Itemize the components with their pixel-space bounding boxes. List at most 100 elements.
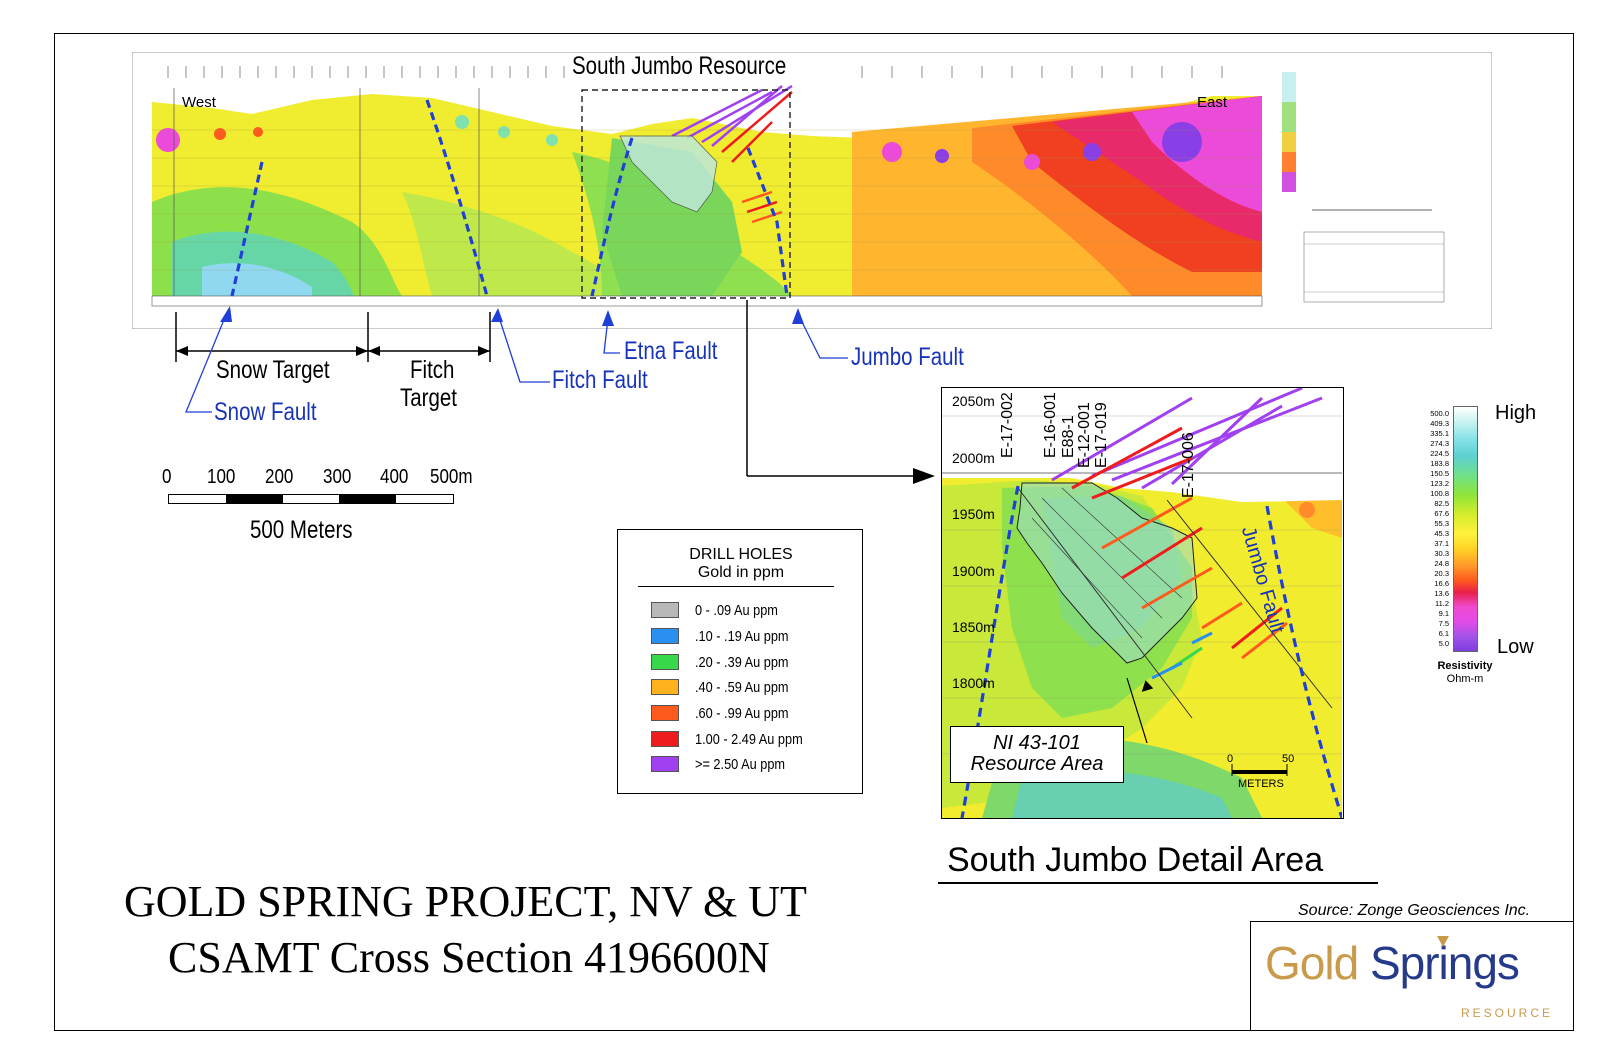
resistivity-value: 500.0 <box>1430 409 1449 418</box>
map-frame <box>54 33 1574 1031</box>
resistivity-value: 82.5 <box>1434 499 1449 508</box>
legend-swatch <box>651 654 679 670</box>
logo-tagline: RESOURCE <box>1461 1006 1554 1020</box>
resistivity-value: 16.6 <box>1434 579 1449 588</box>
elevation-label: 1950m <box>952 506 995 522</box>
resistivity-value: 24.8 <box>1434 559 1449 568</box>
detail-scale-unit: METERS <box>1238 778 1284 790</box>
legend-swatch <box>651 679 679 695</box>
resistivity-value: 55.3 <box>1434 519 1449 528</box>
elevation-label: 2000m <box>952 450 995 466</box>
legend-label: .60 - .99 Au ppm <box>695 704 789 722</box>
east-label: East <box>1197 94 1228 111</box>
resistivity-value: 20.3 <box>1434 569 1449 578</box>
south-jumbo-resource-title: South Jumbo Resource <box>572 52 787 80</box>
resistivity-value: 37.1 <box>1434 539 1449 548</box>
logo-accent-icon <box>1437 936 1449 947</box>
gold-springs-logo: Gold Springs <box>1265 936 1520 990</box>
scale-tick: 100 <box>207 466 236 488</box>
legend-title-line1: DRILL HOLES <box>689 546 793 563</box>
legend-divider <box>638 586 834 587</box>
resistivity-value: 9.1 <box>1438 609 1449 618</box>
legend-item: 0 - .09 Au ppm <box>651 600 793 620</box>
resistivity-value: 123.2 <box>1430 479 1449 488</box>
cross-section-plot <box>131 51 1493 330</box>
resource-area-label: NI 43-101 Resource Area <box>950 726 1124 783</box>
snow-target-label: Snow Target <box>216 356 330 384</box>
fitch-target-label-line1: Fitch <box>410 356 455 384</box>
jumbo-fault-label: Jumbo Fault <box>851 343 964 371</box>
logo-box: Gold Springs RESOURCE <box>1250 921 1574 1031</box>
drill-hole-label: E-16-001 <box>1042 392 1059 458</box>
fitch-target-label-line2: Target <box>400 384 457 412</box>
resource-area-line2: Resource Area <box>970 753 1104 775</box>
resistivity-value: 150.5 <box>1430 469 1449 478</box>
legend-label: 1.00 - 2.49 Au ppm <box>695 730 803 748</box>
drill-hole-label: E-17-002 <box>999 392 1016 458</box>
top-cross-section: South Jumbo Resource West East <box>131 51 1493 330</box>
detail-scale-tick: 0 <box>1227 753 1234 765</box>
resistivity-value: 11.2 <box>1434 599 1449 608</box>
legend-item: .10 - .19 Au ppm <box>651 626 805 646</box>
drill-hole-label: E-12-001 <box>1076 402 1093 468</box>
resistivity-value: 183.8 <box>1430 459 1449 468</box>
legend-swatch <box>651 705 679 721</box>
resistivity-color-scale <box>1453 406 1478 652</box>
scale-caption: 500 Meters <box>250 516 353 544</box>
legend-swatch <box>651 628 679 644</box>
resistivity-value: 224.5 <box>1430 449 1449 458</box>
elevation-label: 1900m <box>952 563 995 579</box>
legend-swatch <box>651 731 679 747</box>
detail-panel: 2050m 2000m 1950m 1900m 1850m 1800m E-17… <box>941 387 1344 819</box>
resistivity-value: 6.1 <box>1438 629 1449 638</box>
legend-item: .60 - .99 Au ppm <box>651 703 805 723</box>
etna-fault-label: Etna Fault <box>624 337 718 365</box>
legend-swatch <box>651 602 679 618</box>
scale-tick: 400 <box>380 466 409 488</box>
snow-fault-label: Snow Fault <box>214 398 317 426</box>
project-title-line2: CSAMT Cross Section 4196600N <box>168 933 770 982</box>
west-label: West <box>182 94 216 111</box>
project-title-line1: GOLD SPRING PROJECT, NV & UT <box>124 877 807 926</box>
legend-label: 0 - .09 Au ppm <box>695 601 778 619</box>
fitch-fault-label: Fitch Fault <box>552 366 648 394</box>
resistivity-low-label: Low <box>1497 636 1534 658</box>
legend-title-line2: Gold in ppm <box>697 564 785 581</box>
legend-item: >= 2.50 Au ppm <box>651 754 801 774</box>
resistivity-unit: Ohm-m <box>1446 673 1484 685</box>
drill-holes-legend: DRILL HOLES Gold in ppm 0 - .09 Au ppm .… <box>617 529 863 794</box>
logo-word-gold: Gold <box>1265 937 1359 989</box>
resistivity-value: 274.3 <box>1430 439 1449 448</box>
legend-item: .20 - .39 Au ppm <box>651 652 805 672</box>
resistivity-value: 67.6 <box>1434 509 1449 518</box>
resistivity-value: 7.5 <box>1438 619 1449 628</box>
scale-tick: 500m <box>430 466 473 488</box>
scale-tick: 200 <box>265 466 294 488</box>
resistivity-value: 100.8 <box>1430 489 1449 498</box>
elevation-label: 1850m <box>952 619 995 635</box>
resource-area-line1: NI 43-101 <box>993 732 1081 754</box>
resistivity-title: Resistivity <box>1437 660 1493 672</box>
drill-hole-label: E-17-006 <box>1180 432 1197 498</box>
resistivity-value: 45.3 <box>1434 529 1449 538</box>
logo-word-springs: Springs <box>1369 937 1520 989</box>
legend-item: 1.00 - 2.49 Au ppm <box>651 729 822 749</box>
elevation-label: 2050m <box>952 393 995 409</box>
scale-tick: 0 <box>162 466 172 488</box>
resistivity-value: 335.1 <box>1430 429 1449 438</box>
scale-tick: 300 <box>323 466 352 488</box>
legend-swatch <box>651 756 679 772</box>
detail-caption-underline <box>938 882 1378 884</box>
resistivity-value: 5.0 <box>1438 639 1449 648</box>
drill-hole-label: E-17-019 <box>1093 402 1110 468</box>
resistivity-high-label: High <box>1495 402 1537 424</box>
legend-label: .40 - .59 Au ppm <box>695 678 789 696</box>
legend-item: .40 - .59 Au ppm <box>651 677 805 697</box>
elevation-label: 1800m <box>952 675 995 691</box>
detail-caption: South Jumbo Detail Area <box>947 841 1324 879</box>
resistivity-value: 409.3 <box>1430 419 1449 428</box>
detail-scale-tick: 50 <box>1282 753 1295 765</box>
resistivity-value: 30.3 <box>1434 549 1449 558</box>
legend-label: .20 - .39 Au ppm <box>695 653 789 671</box>
